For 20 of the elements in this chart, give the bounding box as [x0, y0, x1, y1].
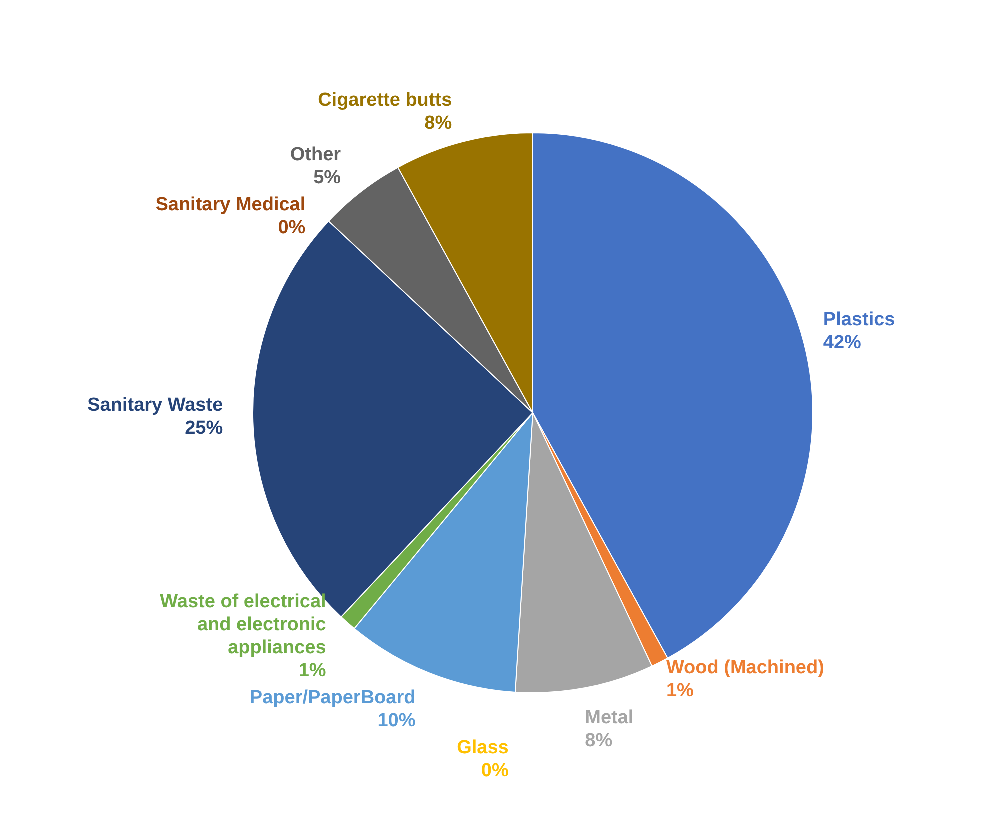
- slice-label: Sanitary Waste: [88, 395, 224, 416]
- slice-label: Metal: [585, 707, 634, 728]
- slice-label: Wood (Machined): [666, 657, 824, 678]
- data-label: 8%: [585, 730, 613, 752]
- slice-label: Plastics: [823, 310, 896, 331]
- category-label: Glass: [457, 737, 509, 758]
- text: 0%: [481, 760, 509, 782]
- slice-label: Paper/PaperBoard: [250, 687, 416, 708]
- category-label: Sanitary Medical: [156, 194, 306, 216]
- data-label: 42%: [823, 332, 862, 354]
- data-label: 10%: [378, 710, 416, 732]
- data-label: 1%: [666, 680, 694, 702]
- slice-label: Cigarette butts: [318, 90, 452, 112]
- text: 0%: [278, 218, 306, 239]
- data-label: 8%: [424, 113, 452, 134]
- slice-label: Other: [290, 144, 342, 166]
- data-label: 1%: [298, 660, 326, 682]
- data-label: 25%: [185, 418, 224, 440]
- data-label: 5%: [314, 168, 342, 189]
- slice-label: Waste of electrical and electronic appliances: [160, 591, 327, 658]
